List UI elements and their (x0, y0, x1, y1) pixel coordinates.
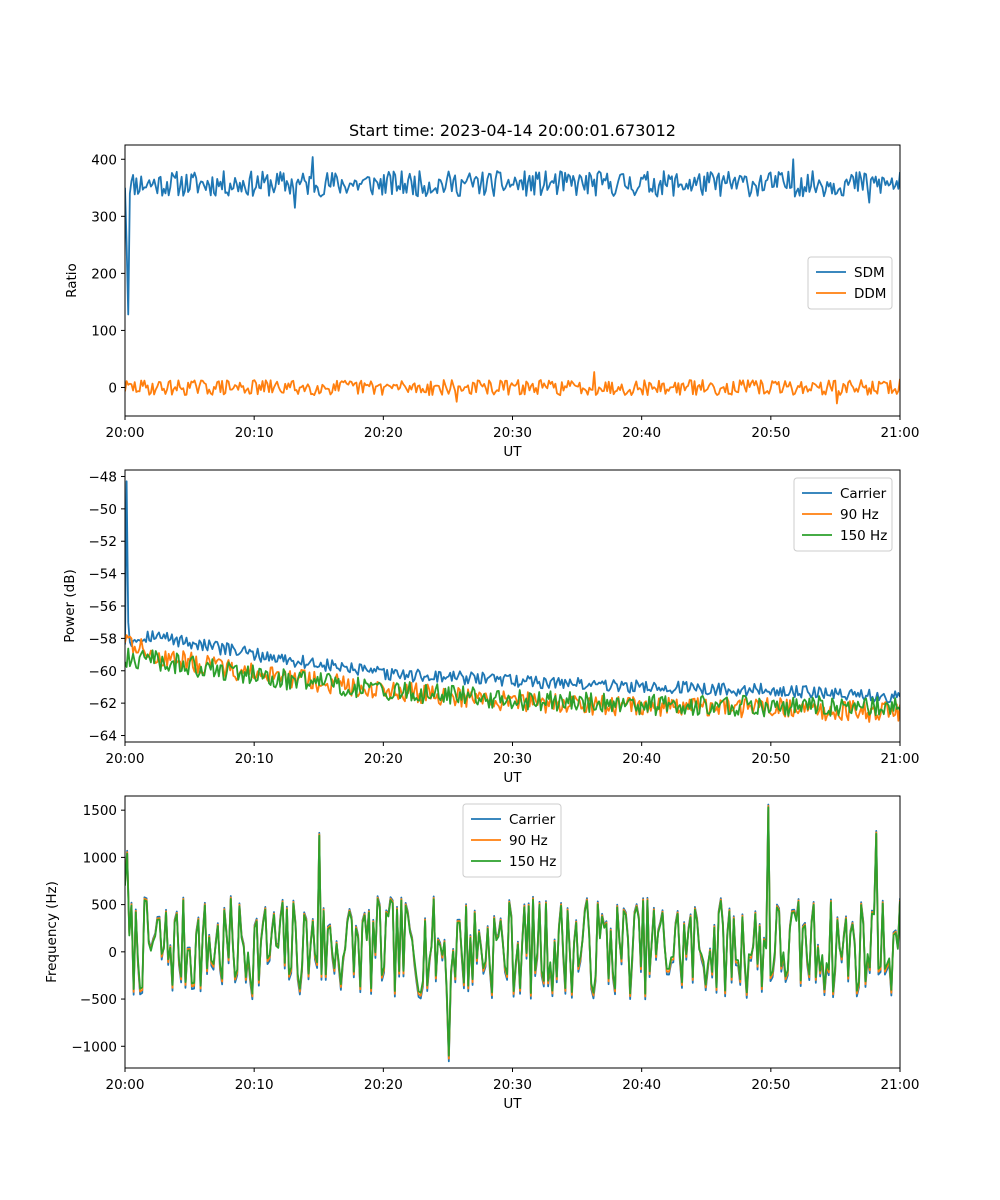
y-tick-label: 1000 (83, 850, 117, 866)
y-tick-label: −64 (89, 729, 118, 745)
series-line-ddm (125, 371, 900, 405)
legend-label: 150 Hz (509, 854, 556, 870)
x-tick-label: 20:10 (235, 1077, 274, 1093)
y-tick-label: −56 (89, 599, 118, 615)
x-tick-label: 20:00 (106, 1077, 145, 1093)
x-tick-label: 20:00 (106, 751, 145, 767)
y-tick-label: 0 (108, 945, 117, 961)
legend-frame (807, 256, 893, 310)
y-tick-label: 0 (108, 380, 117, 396)
y-axis-label: Frequency (Hz) (44, 881, 60, 983)
y-tick-label: −54 (89, 567, 118, 583)
y-tick-label: −60 (89, 664, 118, 680)
legend: SDM DDM (807, 256, 893, 310)
x-tick-label: 20:50 (751, 751, 790, 767)
power-chart: 20:00 20:10 20:20 20:30 20:40 20:50 21:00 −64 −6… (62, 469, 919, 786)
y-tick-label: 300 (91, 209, 117, 225)
y-tick-label: 500 (91, 898, 117, 914)
x-tick-label: 20:10 (235, 751, 274, 767)
y-tick-label: −48 (89, 469, 118, 485)
y-axis-label: Power (dB) (62, 569, 78, 642)
y-tick-label: 400 (91, 152, 117, 168)
x-tick-label: 20:50 (751, 1077, 790, 1093)
y-tick-label: −1000 (71, 1039, 117, 1055)
legend-label: DDM (854, 286, 886, 302)
x-tick-label: 21:00 (881, 1077, 920, 1093)
x-tick-label: 20:20 (364, 751, 403, 767)
frequency-chart: 20:00 20:10 20:20 20:30 20:40 20:50 21:00 −1000… (44, 795, 920, 1112)
x-tick-label: 20:30 (493, 1077, 532, 1093)
series-line-sdm (125, 156, 900, 316)
legend-label: 90 Hz (840, 507, 879, 523)
x-tick-label: 20:40 (622, 1077, 661, 1093)
y-tick-label: −52 (89, 534, 118, 550)
series-line-carrier (125, 480, 900, 704)
y-axis-label: Ratio (64, 263, 80, 298)
y-tick-label: 100 (91, 323, 117, 339)
legend-label: 90 Hz (509, 833, 548, 849)
x-tick-label: 21:00 (881, 425, 920, 441)
y-tick-label: −62 (89, 696, 118, 712)
x-axis-label: UT (503, 1096, 522, 1112)
series-line-150-hz (125, 647, 900, 718)
legend-label: 150 Hz (840, 528, 887, 544)
legend: Carrier 90 Hz 150 Hz (793, 477, 893, 552)
x-tick-label: 20:10 (235, 425, 274, 441)
x-tick-label: 20:40 (622, 751, 661, 767)
x-axis-label: UT (503, 770, 522, 786)
x-tick-label: 20:30 (493, 751, 532, 767)
y-tick-label: 200 (91, 266, 117, 282)
series-line-150-hz (125, 806, 900, 1057)
legend-frame (793, 477, 893, 552)
series-line-90-hz (125, 634, 900, 723)
x-tick-label: 21:00 (881, 751, 920, 767)
figure-title: Start time: 2023-04-14 20:00:01.673012 (349, 121, 676, 140)
y-tick-label: −58 (89, 631, 118, 647)
x-tick-label: 20:20 (364, 425, 403, 441)
legend-frame (462, 803, 562, 878)
y-tick-label: −500 (80, 992, 117, 1008)
x-tick-label: 20:50 (751, 425, 790, 441)
x-tick-label: 20:30 (493, 425, 532, 441)
y-tick-label: −50 (89, 502, 118, 518)
x-tick-label: 20:40 (622, 425, 661, 441)
x-axis-label: UT (503, 444, 522, 460)
legend-label: Carrier (840, 486, 887, 502)
y-tick-label: 1500 (83, 803, 117, 819)
legend-label: SDM (854, 265, 885, 281)
x-tick-label: 20:00 (106, 425, 145, 441)
x-tick-label: 20:20 (364, 1077, 403, 1093)
legend-label: Carrier (509, 812, 556, 828)
ratio-chart: 20:00 20:10 20:20 20:30 20:40 20:50 21:00 0 100 2… (64, 144, 920, 460)
legend: Carrier 90 Hz 150 Hz (462, 803, 562, 878)
